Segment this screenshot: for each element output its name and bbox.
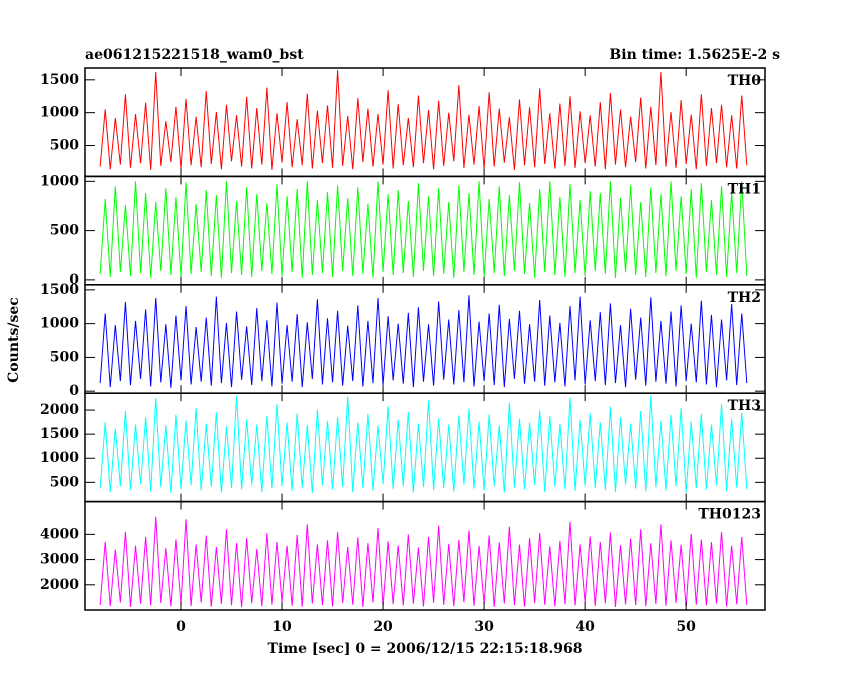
y-tick-label: 1500 bbox=[40, 426, 79, 442]
y-tick-label: 500 bbox=[50, 138, 79, 154]
bin-time: Bin time: 1.5625E-2 s bbox=[609, 47, 780, 63]
series-line bbox=[99, 69, 748, 170]
y-tick-label: 500 bbox=[50, 349, 79, 365]
panel-label: TH3 bbox=[728, 398, 761, 414]
series-line bbox=[99, 181, 748, 278]
y-axis-label: Counts/sec bbox=[6, 297, 22, 383]
y-tick-label: 1000 bbox=[40, 316, 79, 332]
y-tick-label: 500 bbox=[50, 223, 79, 239]
panel-label: TH0 bbox=[728, 73, 762, 89]
y-tick-label: 1000 bbox=[40, 105, 79, 121]
series-line bbox=[99, 395, 748, 493]
series-line bbox=[99, 295, 748, 388]
x-tick-label: 10 bbox=[272, 619, 292, 635]
panel-label: TH0123 bbox=[698, 507, 761, 523]
x-tick-label: 50 bbox=[676, 619, 696, 635]
y-tick-label: 1000 bbox=[40, 450, 79, 466]
y-tick-label: 2000 bbox=[40, 402, 79, 418]
panel-label: TH2 bbox=[728, 290, 761, 306]
y-tick-label: 1500 bbox=[40, 282, 79, 298]
x-axis-label: Time [sec] 0 = 2006/12/15 22:15:18.968 bbox=[268, 641, 583, 657]
x-tick-label: 0 bbox=[176, 619, 186, 635]
panel-frame bbox=[84, 500, 766, 611]
y-tick-label: 500 bbox=[50, 474, 79, 490]
x-tick-label: 20 bbox=[373, 619, 393, 635]
y-tick-label: 2000 bbox=[40, 577, 79, 593]
y-tick-label: 4000 bbox=[40, 526, 79, 542]
y-tick-label: 1500 bbox=[40, 72, 79, 88]
panel-label: TH1 bbox=[728, 181, 761, 197]
x-tick-label: 30 bbox=[474, 619, 494, 635]
x-tick-label: 40 bbox=[575, 619, 595, 635]
series-line bbox=[99, 516, 748, 608]
y-tick-label: 1000 bbox=[40, 173, 79, 189]
y-tick-label: 3000 bbox=[40, 552, 79, 568]
y-tick-label: 0 bbox=[69, 383, 79, 399]
chart-title: ae061215221518_wam0_bst bbox=[85, 47, 304, 63]
y-tick-label: 0 bbox=[69, 272, 79, 288]
